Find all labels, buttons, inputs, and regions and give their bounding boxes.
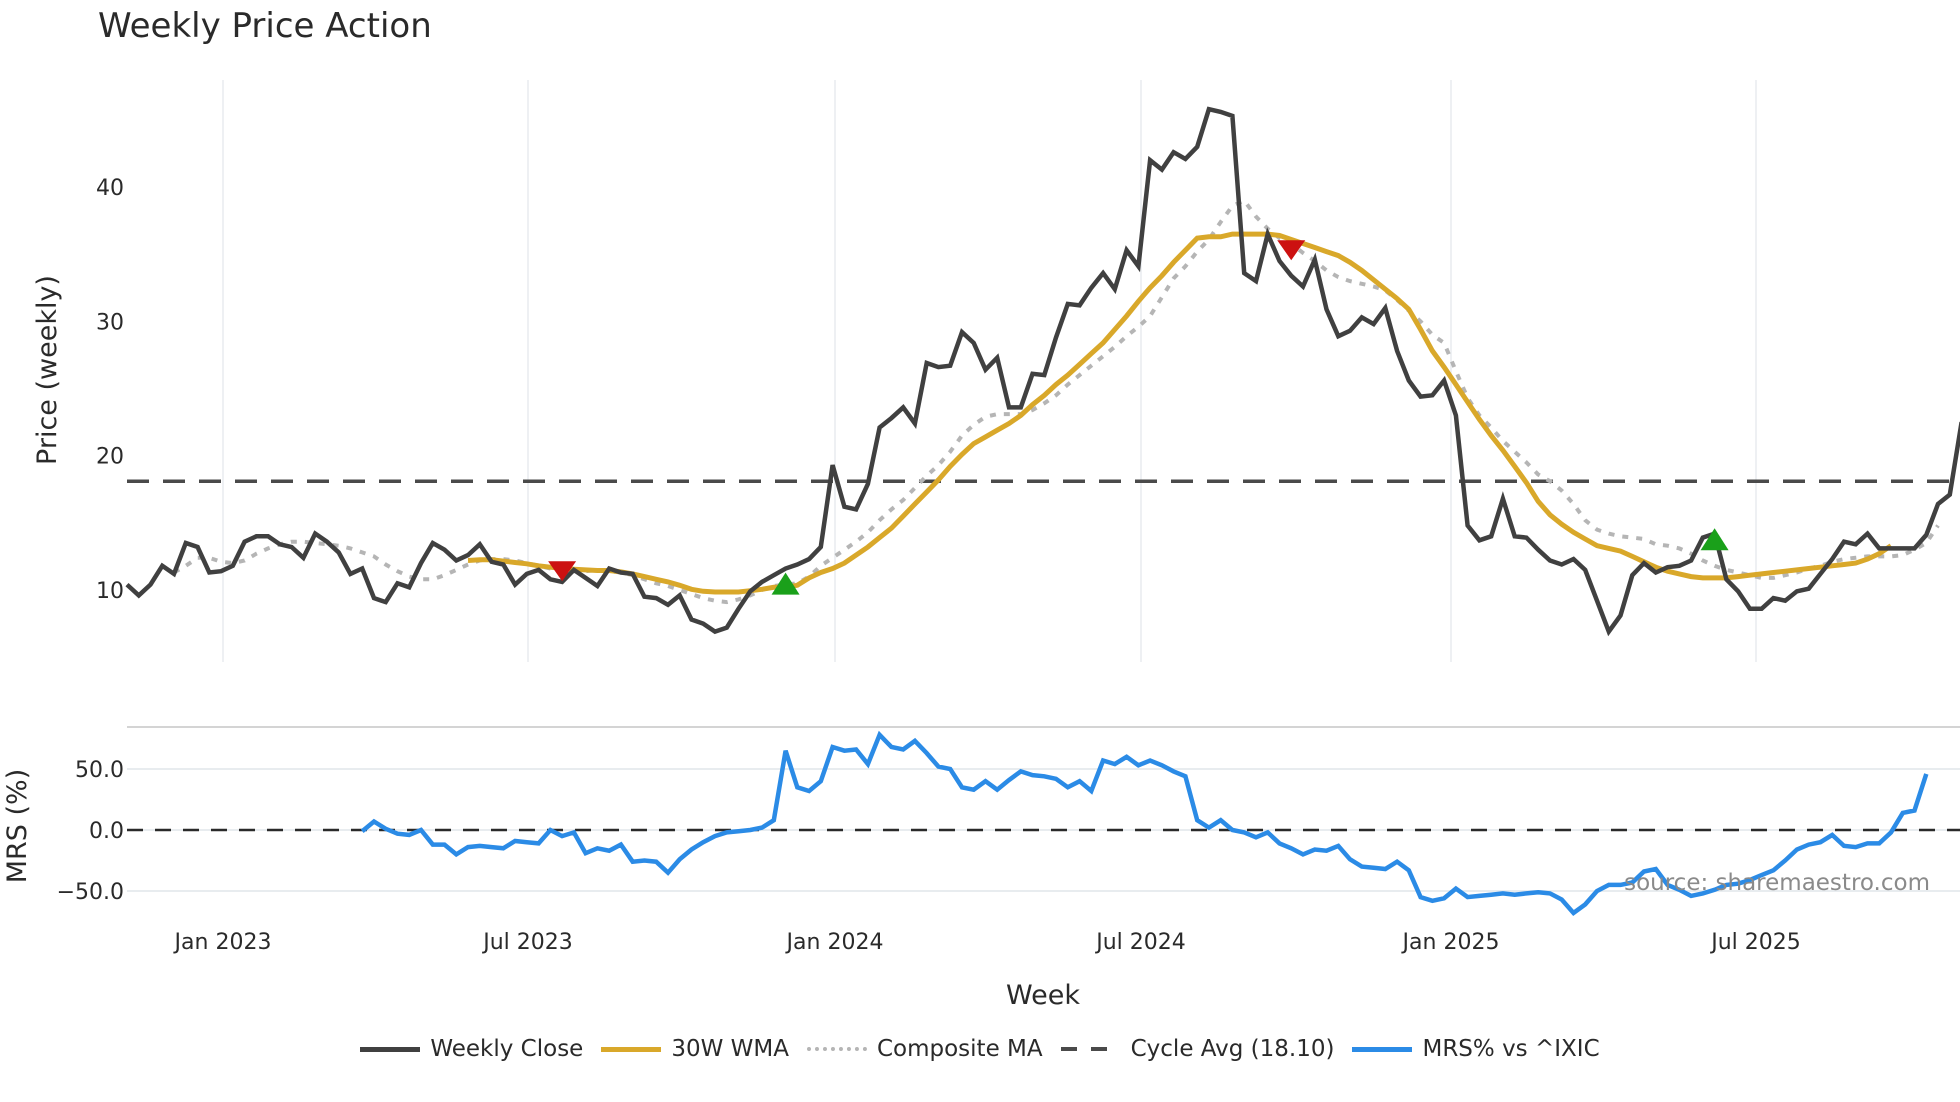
svg-text:50.0: 50.0	[75, 758, 124, 783]
svg-text:−50.0: −50.0	[57, 880, 124, 905]
mrs-grid	[127, 726, 1960, 892]
legend-swatch-icon	[806, 1047, 867, 1051]
mrs-y-axis: 50.0 0.0 −50.0	[57, 758, 124, 905]
mrs-y-axis-label: MRS (%)	[2, 769, 33, 884]
price-y-axis: 10 20 30 40	[96, 176, 124, 604]
svg-text:40: 40	[96, 176, 124, 201]
svg-text:20: 20	[96, 445, 124, 470]
legend-item: MRS% vs ^IXIC	[1352, 1036, 1600, 1062]
sell-signal-marker	[548, 561, 577, 582]
x-axis-label: Week	[1006, 980, 1080, 1011]
price-y-axis-label: Price (weekly)	[32, 275, 63, 465]
composite-ma-line	[173, 198, 1940, 605]
price-grid	[222, 80, 1757, 662]
legend-item: Composite MA	[806, 1036, 1043, 1062]
sell-signal-marker	[1277, 240, 1306, 261]
svg-text:Jan 2025: Jan 2025	[1401, 930, 1500, 955]
price-series	[125, 106, 1960, 637]
svg-text:Jul 2023: Jul 2023	[481, 930, 573, 955]
legend-label: Composite MA	[876, 1036, 1043, 1062]
source-note: source: sharemaestro.com	[1624, 870, 1930, 896]
chart-title: Weekly Price Action	[98, 6, 432, 46]
svg-text:30: 30	[96, 310, 124, 335]
legend-item: 30W WMA	[601, 1036, 789, 1062]
x-axis: Jan 2023 Jul 2023 Jan 2024 Jul 2024 Jan 2025…	[173, 930, 1801, 955]
mrs-line	[360, 730, 1929, 917]
legend: Weekly Close 30W WMA Composite MA Cycle Avg…	[0, 1036, 1960, 1062]
legend-label: MRS% vs ^IXIC	[1422, 1036, 1600, 1062]
legend-swatch-icon	[1060, 1047, 1121, 1051]
legend-label: Cycle Avg (18.10)	[1130, 1036, 1335, 1062]
legend-item: Weekly Close	[360, 1036, 583, 1062]
legend-label: 30W WMA	[671, 1036, 789, 1062]
svg-text:Jul 2024: Jul 2024	[1094, 930, 1186, 955]
svg-text:0.0: 0.0	[89, 819, 124, 844]
buy-signal-marker	[771, 572, 800, 595]
svg-text:Jul 2025: Jul 2025	[1709, 930, 1801, 955]
wma-30w-line	[467, 231, 1893, 595]
buy-signal-marker	[1700, 528, 1729, 551]
svg-text:Jan 2023: Jan 2023	[173, 930, 272, 955]
svg-text:Jan 2024: Jan 2024	[785, 930, 884, 955]
legend-swatch-icon	[1352, 1046, 1413, 1052]
legend-item: Cycle Avg (18.10)	[1060, 1036, 1335, 1062]
signal-markers	[548, 240, 1729, 595]
svg-text:10: 10	[96, 579, 124, 604]
legend-swatch-icon	[360, 1046, 421, 1052]
legend-label: Weekly Close	[430, 1036, 584, 1062]
weekly-close-line	[125, 106, 1960, 637]
legend-swatch-icon	[601, 1046, 662, 1052]
mrs-series	[127, 730, 1960, 917]
